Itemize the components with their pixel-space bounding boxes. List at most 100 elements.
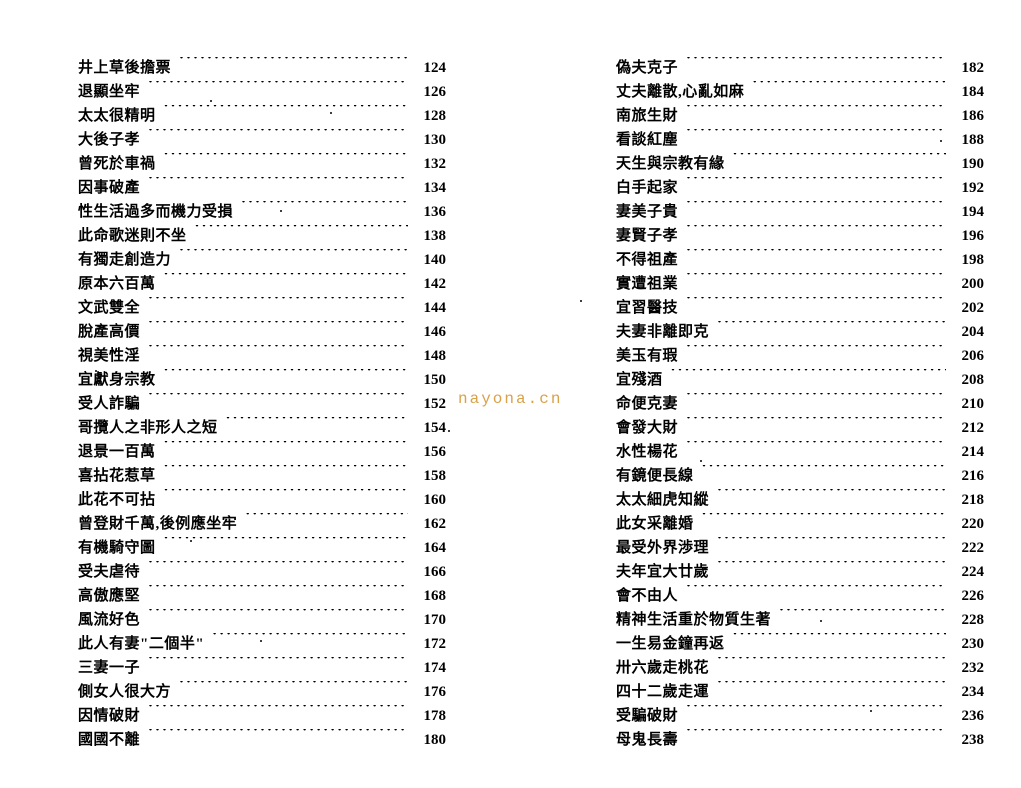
toc-title: 母鬼長壽 xyxy=(616,728,678,752)
toc-leader xyxy=(733,153,946,168)
toc-leader xyxy=(164,465,408,480)
toc-row: 三妻一子174 xyxy=(78,656,446,680)
toc-row: 因情破財178 xyxy=(78,704,446,728)
toc-row: 原本六百萬142 xyxy=(78,272,446,296)
toc-row: 一生易金鐘再返230 xyxy=(616,632,984,656)
toc-row: 夫妻非離即克204 xyxy=(616,320,984,344)
toc-row: 會不由人226 xyxy=(616,584,984,608)
toc-leader xyxy=(148,81,408,96)
toc-title: 大後子孝 xyxy=(78,128,140,152)
toc-leader xyxy=(702,465,946,480)
toc-row: 有獨走創造力140 xyxy=(78,248,446,272)
toc-title: 哥攬人之非形人之短 xyxy=(78,416,218,440)
toc-row: 宜獻身宗教150 xyxy=(78,368,446,392)
toc-leader xyxy=(212,633,408,648)
toc-title: 四十二歲走運 xyxy=(616,680,709,704)
toc-row: 性生活過多而機力受損136 xyxy=(78,200,446,224)
toc-page-number: 176 xyxy=(414,680,446,704)
speck xyxy=(700,460,702,462)
toc-page-number: 128 xyxy=(414,104,446,128)
toc-leader xyxy=(195,225,408,240)
toc-row: 視美性淫148 xyxy=(78,344,446,368)
toc-leader xyxy=(686,441,946,456)
toc-row: 退景一百萬156 xyxy=(78,440,446,464)
toc-page-number: 164 xyxy=(414,536,446,560)
toc-title: 有鏡便長線 xyxy=(616,464,694,488)
toc-leader xyxy=(686,705,946,720)
speck xyxy=(580,300,582,302)
toc-page-number: 196 xyxy=(952,224,984,248)
toc-page-number: 230 xyxy=(952,632,984,656)
toc-page-number: 138 xyxy=(414,224,446,248)
toc-leader xyxy=(148,561,408,576)
toc-row: 白手起家192 xyxy=(616,176,984,200)
toc-row: 命便克妻210 xyxy=(616,392,984,416)
toc-row: 有鏡便長線216 xyxy=(616,464,984,488)
toc-row: 天生與宗教有緣190 xyxy=(616,152,984,176)
toc-title: 曾登財千萬,後例應坐牢 xyxy=(78,512,237,536)
toc-page-number: 152 xyxy=(414,392,446,416)
toc-page-number: 146 xyxy=(414,320,446,344)
toc-page-number: 170 xyxy=(414,608,446,632)
toc-leader xyxy=(686,225,946,240)
toc-leader xyxy=(717,321,946,336)
toc-page-number: 166 xyxy=(414,560,446,584)
toc-leader xyxy=(164,153,408,168)
toc-row: 南旅生財186 xyxy=(616,104,984,128)
toc-leader xyxy=(148,297,408,312)
toc-title: 夫年宜大廿歲 xyxy=(616,560,709,584)
toc-leader xyxy=(717,537,946,552)
toc-page-number: 178 xyxy=(414,704,446,728)
speck xyxy=(210,100,212,102)
toc-row: 曾死於車禍132 xyxy=(78,152,446,176)
toc-page-number: 238 xyxy=(952,728,984,752)
toc-page-number: 172 xyxy=(414,632,446,656)
toc-page-number: 218 xyxy=(952,488,984,512)
toc-leader xyxy=(686,273,946,288)
toc-title: 有機騎守圖 xyxy=(78,536,156,560)
toc-page-number: 232 xyxy=(952,656,984,680)
toc-row: 此人有妻"二個半"172 xyxy=(78,632,446,656)
toc-leader xyxy=(148,657,408,672)
toc-page-number: 188 xyxy=(952,128,984,152)
toc-page-number: 214 xyxy=(952,440,984,464)
toc-row: 母鬼長壽 238 xyxy=(616,728,984,752)
toc-page-number: 224 xyxy=(952,560,984,584)
toc-row: 喜拈花惹草158 xyxy=(78,464,446,488)
toc-page-number: 168 xyxy=(414,584,446,608)
toc-title: 水性楊花 xyxy=(616,440,678,464)
toc-page-number: 150 xyxy=(414,368,446,392)
toc-leader xyxy=(686,729,946,744)
toc-leader xyxy=(179,57,408,72)
toc-row: 側女人很大方176 xyxy=(78,680,446,704)
toc-page-number: 220 xyxy=(952,512,984,536)
toc-row: 風流好色170 xyxy=(78,608,446,632)
toc-row: 大後子孝130 xyxy=(78,128,446,152)
toc-leader xyxy=(717,657,946,672)
toc-title: 國國不離 xyxy=(78,728,140,752)
toc-row: 此花不可拈160 xyxy=(78,488,446,512)
toc-page-number: 202 xyxy=(952,296,984,320)
toc-title: 不得祖產 xyxy=(616,248,678,272)
speck xyxy=(260,640,262,642)
toc-page-number: 148 xyxy=(414,344,446,368)
speck xyxy=(330,112,332,114)
toc-title: 看談紅塵 xyxy=(616,128,678,152)
toc-title: 命便克妻 xyxy=(616,392,678,416)
toc-leader xyxy=(686,201,946,216)
toc-title: 精神生活重於物質生著 xyxy=(616,608,771,632)
toc-row: 太太很精明128 xyxy=(78,104,446,128)
toc-row: 卅六歲走桃花232 xyxy=(616,656,984,680)
toc-title: 有獨走創造力 xyxy=(78,248,171,272)
toc-row: 此命歌迷則不坐138 xyxy=(78,224,446,248)
toc-leader xyxy=(686,249,946,264)
toc-leader xyxy=(686,177,946,192)
toc-leader xyxy=(179,681,408,696)
toc-page-number: 204 xyxy=(952,320,984,344)
toc-row: 宜習醫技202 xyxy=(616,296,984,320)
toc-leader xyxy=(717,489,946,504)
toc-row: 會發大財212 xyxy=(616,416,984,440)
toc-leader xyxy=(148,609,408,624)
toc-title: 高傲應堅 xyxy=(78,584,140,608)
toc-row: 丈夫離散,心亂如麻184 xyxy=(616,80,984,104)
